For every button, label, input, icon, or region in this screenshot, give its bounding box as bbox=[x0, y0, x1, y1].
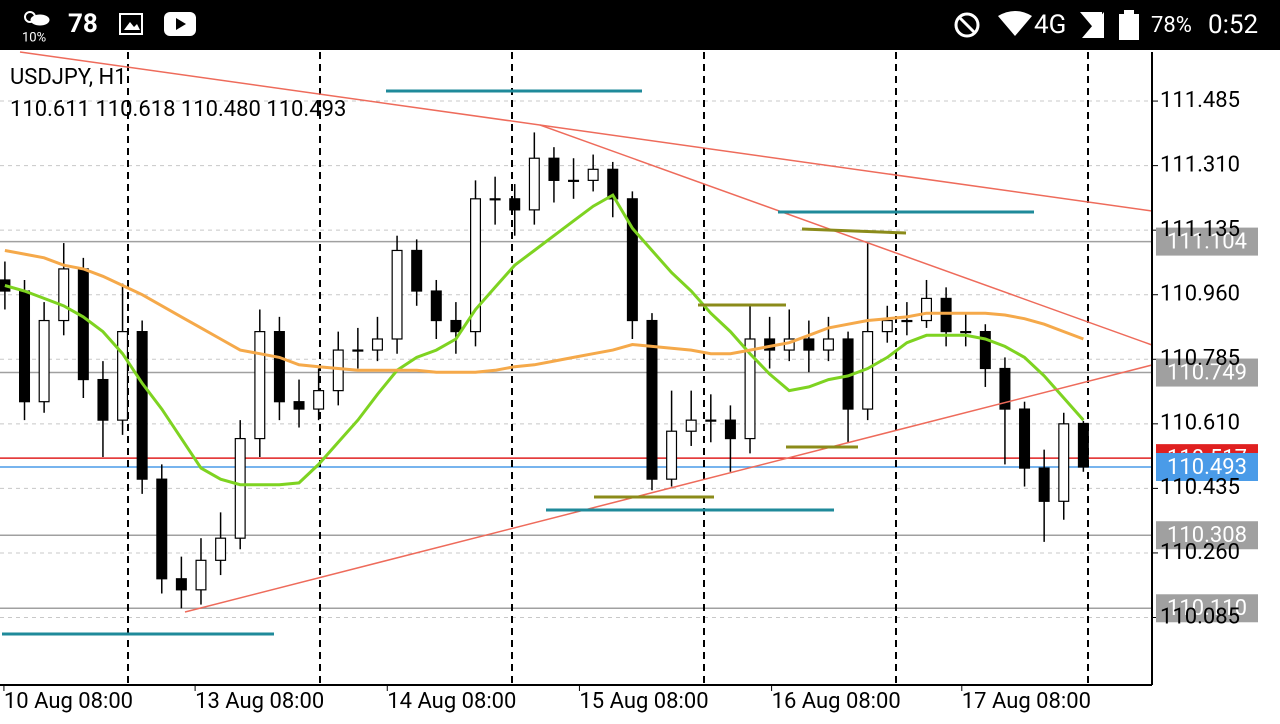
price-label: 110.749 bbox=[1167, 360, 1247, 385]
candle-body bbox=[685, 419, 697, 432]
candle-body bbox=[175, 578, 187, 591]
y-tick-label: 110.085 bbox=[1160, 604, 1240, 629]
candle-body bbox=[568, 179, 580, 182]
candle-body bbox=[822, 338, 834, 351]
y-tick-label: 111.310 bbox=[1160, 152, 1240, 177]
plot-area bbox=[0, 100, 1158, 618]
x-tick-label: 10 Aug 08:00 bbox=[4, 689, 133, 714]
candle-body bbox=[97, 378, 109, 421]
time-text: 0:52 bbox=[1208, 10, 1258, 40]
candle-body bbox=[724, 419, 736, 440]
candle-body bbox=[371, 338, 383, 351]
teal-levels bbox=[2, 89, 1034, 636]
candle-body bbox=[666, 430, 678, 480]
candle-body bbox=[1077, 422, 1089, 468]
moving-average bbox=[4, 193, 1085, 487]
candle-body bbox=[881, 319, 893, 333]
candle-body bbox=[489, 198, 501, 201]
candle-body bbox=[979, 331, 991, 370]
candle-body bbox=[960, 331, 972, 334]
candle-body bbox=[705, 419, 717, 422]
price-label-box bbox=[1156, 358, 1258, 387]
battery-text: 78% bbox=[1151, 13, 1192, 38]
status-icons bbox=[24, 10, 1139, 40]
candle-body bbox=[999, 367, 1011, 410]
candle-body bbox=[626, 198, 638, 322]
candle-body bbox=[548, 157, 560, 181]
candle-body bbox=[391, 249, 403, 340]
olive-levels bbox=[594, 227, 907, 499]
candle-body bbox=[215, 537, 227, 561]
candle-body bbox=[234, 437, 246, 539]
candle-body bbox=[332, 349, 344, 392]
price-labels: 111.104110.749110.308110.110110.517110.4… bbox=[1156, 227, 1258, 623]
candle-body bbox=[136, 331, 148, 480]
candle-body bbox=[803, 338, 815, 351]
y-tick-label: 110.435 bbox=[1160, 475, 1240, 500]
y-tick-label: 110.260 bbox=[1160, 540, 1240, 565]
candle-body bbox=[293, 401, 305, 410]
candle-body bbox=[528, 157, 540, 211]
status-bar bbox=[0, 0, 1280, 50]
trendlines bbox=[19, 51, 1153, 613]
notification-text: 78 bbox=[68, 9, 98, 39]
candle-body bbox=[1038, 467, 1050, 502]
chart-title: USDJPY, H1 bbox=[10, 65, 127, 90]
weather-text: 10% bbox=[22, 30, 46, 45]
candle-body bbox=[1058, 423, 1070, 502]
price-label-box bbox=[1156, 594, 1258, 623]
y-tick-label: 111.485 bbox=[1160, 88, 1240, 113]
candle-body bbox=[509, 198, 521, 211]
y-tick-label: 110.610 bbox=[1160, 411, 1240, 436]
price-label: 111.104 bbox=[1167, 229, 1247, 254]
candle-body bbox=[587, 168, 599, 181]
candle-body bbox=[273, 331, 285, 403]
candle-body bbox=[920, 297, 933, 322]
candle-body bbox=[430, 290, 442, 322]
candle-body bbox=[77, 268, 89, 381]
candle-body bbox=[313, 390, 325, 410]
candle-body bbox=[450, 319, 462, 333]
x-tick-label: 16 Aug 08:00 bbox=[772, 689, 901, 714]
candle-body bbox=[940, 297, 952, 333]
x-tick-label: 17 Aug 08:00 bbox=[962, 689, 1091, 714]
candle-body bbox=[254, 331, 266, 440]
candle-body bbox=[1019, 408, 1031, 469]
price-label-box bbox=[1156, 227, 1258, 256]
candle-body bbox=[38, 319, 50, 403]
x-tick-label: 14 Aug 08:00 bbox=[387, 689, 516, 714]
price-label-box bbox=[1156, 521, 1258, 550]
price-label: 110.493 bbox=[1167, 455, 1247, 480]
moving-average bbox=[4, 249, 1084, 374]
price-label: 110.110 bbox=[1167, 596, 1247, 621]
network-text: 4G bbox=[1034, 10, 1066, 40]
x-tick-label: 15 Aug 08:00 bbox=[579, 689, 708, 714]
candle-body bbox=[352, 349, 364, 352]
candle-body bbox=[117, 331, 129, 421]
y-tick-label: 110.785 bbox=[1160, 346, 1240, 371]
candle-body bbox=[156, 478, 168, 580]
price-label: 110.308 bbox=[1167, 523, 1247, 548]
y-tick-label: 111.135 bbox=[1160, 217, 1240, 242]
y-tick-label: 110.960 bbox=[1160, 282, 1240, 307]
candle-body bbox=[901, 319, 913, 323]
candle-body bbox=[470, 198, 482, 333]
candle-body bbox=[646, 319, 658, 480]
candle-body bbox=[195, 559, 207, 591]
ohlc-text: 110.611 110.618 110.480 110.493 bbox=[10, 97, 346, 122]
candle-body bbox=[19, 290, 31, 403]
candle-body bbox=[411, 249, 423, 292]
candle-body bbox=[58, 268, 70, 322]
candle-body bbox=[744, 338, 756, 440]
price-label-box bbox=[1156, 452, 1258, 481]
x-tick-label: 13 Aug 08:00 bbox=[195, 689, 324, 714]
candle-body bbox=[607, 168, 619, 200]
candles bbox=[0, 132, 1089, 609]
